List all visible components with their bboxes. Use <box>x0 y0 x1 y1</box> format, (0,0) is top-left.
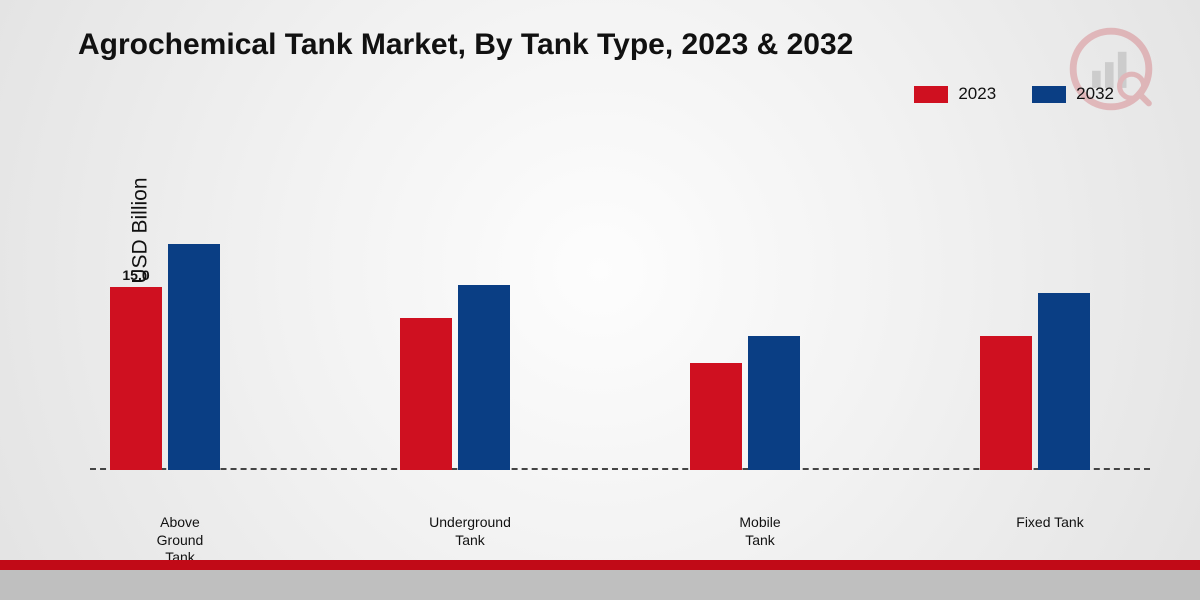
chart-canvas: Agrochemical Tank Market, By Tank Type, … <box>0 0 1200 600</box>
plot-area: 15.0 Above Ground Tank Underground Tank … <box>90 150 1150 510</box>
legend: 2023 2032 <box>914 84 1114 104</box>
legend-swatch-2032 <box>1032 86 1066 103</box>
bar-2032-3 <box>1038 293 1090 470</box>
chart-title: Agrochemical Tank Market, By Tank Type, … <box>78 28 853 62</box>
legend-label-2032: 2032 <box>1076 84 1114 104</box>
bar-2023-0: 15.0 <box>110 287 162 470</box>
legend-item-2032: 2032 <box>1032 84 1114 104</box>
bar-2023-2 <box>690 363 742 470</box>
footer-red-bar <box>0 560 1200 570</box>
bar-2023-1 <box>400 318 452 471</box>
bar-2032-2 <box>748 336 800 470</box>
x-tick-label-0: Above Ground Tank <box>157 514 204 567</box>
bar-value-label: 15.0 <box>122 267 149 283</box>
bar-2023-3 <box>980 336 1032 470</box>
bar-2032-0 <box>168 244 220 470</box>
x-tick-label-3: Fixed Tank <box>1016 514 1083 532</box>
legend-label-2023: 2023 <box>958 84 996 104</box>
footer-grey-bar <box>0 570 1200 600</box>
bar-2032-1 <box>458 285 510 470</box>
legend-swatch-2023 <box>914 86 948 103</box>
x-tick-label-2: Mobile Tank <box>739 514 780 549</box>
legend-item-2023: 2023 <box>914 84 996 104</box>
x-tick-label-1: Underground Tank <box>429 514 511 549</box>
